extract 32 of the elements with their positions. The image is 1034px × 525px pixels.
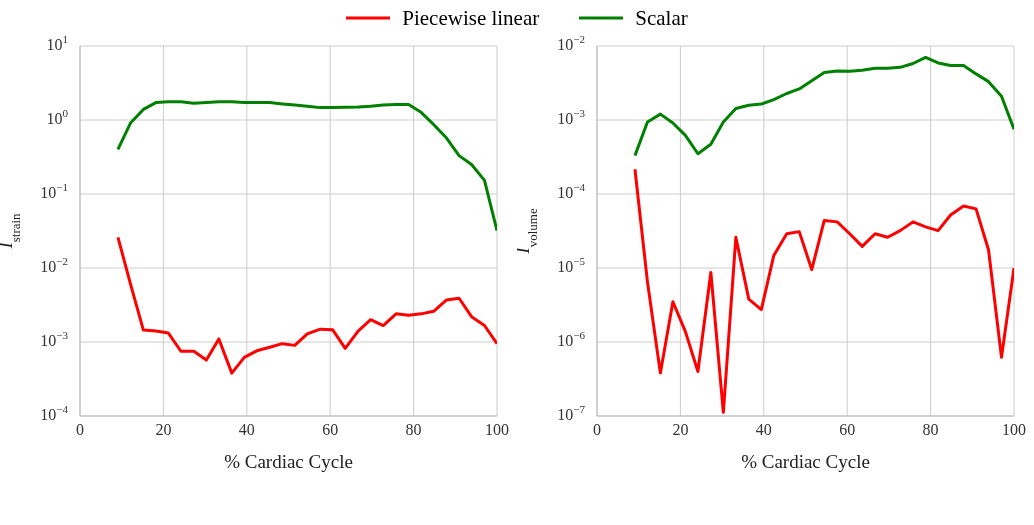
y-tick-label: 10$^{1}$ bbox=[46, 32, 68, 53]
y-tick-label: 10$^{0}$ bbox=[46, 106, 69, 127]
legend-label: Piecewise linear bbox=[402, 5, 540, 31]
x-tick-label: 80 bbox=[922, 421, 939, 439]
x-axis-title: % Cardiac Cycle bbox=[741, 451, 870, 472]
x-tick-label: 20 bbox=[155, 421, 172, 439]
x-tick-label: 0 bbox=[76, 421, 84, 439]
y-tick-label: 10$^{−4}$ bbox=[40, 402, 69, 423]
y-tick-label: 10$^{−3}$ bbox=[557, 106, 586, 127]
line-series bbox=[116, 100, 497, 233]
x-tick-label: 0 bbox=[593, 421, 601, 439]
y-tick-label: 10$^{−7}$ bbox=[557, 402, 586, 423]
x-tick-label: 80 bbox=[405, 421, 422, 439]
y-tick-label: 10$^{−4}$ bbox=[557, 180, 586, 201]
x-tick-label: 60 bbox=[839, 421, 856, 439]
line-series bbox=[633, 55, 1014, 158]
y-tick-label: 10$^{−2}$ bbox=[40, 254, 68, 275]
x-tick-label: 40 bbox=[238, 421, 255, 439]
x-tick-label: 40 bbox=[755, 421, 772, 439]
x-tick-label: 60 bbox=[322, 421, 339, 439]
legend-label: Scalar bbox=[635, 5, 688, 31]
x-axis-title: % Cardiac Cycle bbox=[224, 451, 353, 472]
x-tick-label: 100 bbox=[485, 421, 509, 439]
y-tick-label: 10$^{−6}$ bbox=[557, 328, 586, 349]
y-tick-label: 10$^{−3}$ bbox=[40, 328, 69, 349]
line-series bbox=[633, 167, 1014, 414]
y-tick-label: 10$^{−1}$ bbox=[40, 180, 68, 201]
x-tick-label: 20 bbox=[672, 421, 689, 439]
x-tick-label: 100 bbox=[1002, 421, 1026, 439]
y-tick-label: 10$^{−2}$ bbox=[557, 32, 585, 53]
line-series bbox=[116, 235, 497, 375]
y-tick-label: 10$^{−5}$ bbox=[557, 254, 586, 275]
